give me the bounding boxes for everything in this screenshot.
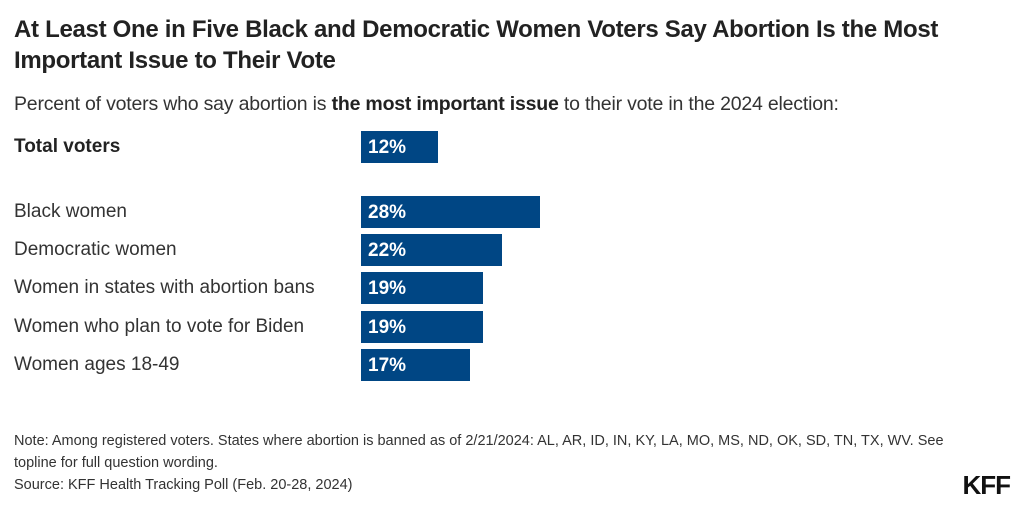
- value-label: 17%: [368, 355, 407, 376]
- category-label: Black women: [14, 201, 127, 222]
- bar: [361, 131, 438, 163]
- subtitle-pre: Percent of voters who say abortion is: [14, 93, 332, 115]
- bar: [361, 349, 470, 381]
- note: Note: Among registered voters. States wh…: [14, 433, 944, 471]
- bar: [361, 272, 483, 304]
- category-label: Total voters: [14, 136, 121, 157]
- value-label: 28%: [368, 202, 407, 223]
- value-label: 19%: [368, 278, 407, 299]
- bar: [361, 234, 502, 266]
- source: Source: KFF Health Tracking Poll (Feb. 2…: [14, 477, 353, 493]
- category-label: Women in states with abortion bans: [14, 277, 315, 298]
- value-label: 12%: [368, 137, 407, 158]
- category-label: Women who plan to vote for Biden: [14, 316, 305, 337]
- bar: [361, 311, 483, 343]
- bar: [361, 196, 541, 228]
- value-label: 22%: [368, 240, 407, 261]
- value-label: 19%: [368, 317, 407, 338]
- chart-title: At Least One in Five Black and Democrati…: [14, 16, 939, 74]
- chart-subtitle: Percent of voters who say abortion is th…: [14, 93, 839, 116]
- subtitle-bold: the most important issue: [331, 93, 559, 115]
- category-label: Democratic women: [14, 239, 177, 260]
- category-label: Women ages 18-49: [14, 354, 180, 375]
- kff-logo: KFF: [962, 470, 1011, 500]
- subtitle-post: to their vote in the 2024 election:: [558, 93, 839, 115]
